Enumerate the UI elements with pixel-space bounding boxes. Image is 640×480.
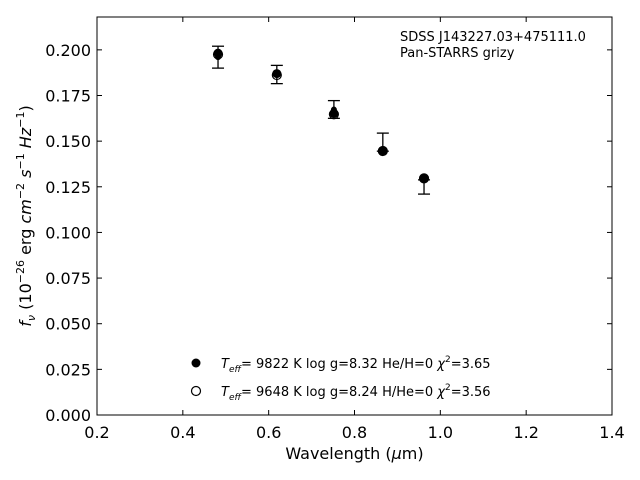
axis-ticks: 0.2 0.4 0.6 0.8 1.0 1.2 1.4 0.000 0.025 0.050 0.07… [45, 17, 625, 442]
legend-2-chi-val: =3.56 [451, 385, 491, 400]
legend-1-chi: χ [436, 357, 446, 372]
y-tick-label: 0.150 [45, 132, 91, 151]
y-label-hz: Hz [16, 127, 35, 148]
legend-1-teff: T [221, 357, 230, 372]
y-tick-label: 0.000 [45, 406, 91, 425]
y-tick-label: 0.175 [45, 87, 91, 106]
x-axis-label-rest: m) [402, 444, 424, 463]
model-point-open [212, 49, 224, 60]
y-label-f: f [16, 319, 35, 327]
y-label-f-sub: ν [25, 315, 38, 321]
legend-2-params: = 9648 K log g=8.24 H/He=0 [241, 385, 437, 400]
legend-1-params: = 9822 K log g=8.32 He/H=0 [241, 357, 437, 372]
annotation-survey: Pan-STARRS grizy [400, 46, 515, 61]
y-label-cm: cm [16, 199, 35, 223]
model-point-open [271, 69, 282, 81]
data-marks [212, 45, 431, 195]
y-label-exp1: −26 [14, 260, 27, 283]
legend-2-chi-exp: 2 [445, 383, 451, 393]
y-label-part1: (10 [16, 283, 35, 315]
legend-1-chi-val: =3.65 [451, 357, 491, 372]
legend-2-chi: χ [436, 385, 446, 400]
y-tick-label: 0.100 [45, 223, 91, 242]
x-tick-label: 1.4 [599, 423, 624, 442]
model-point-open [377, 145, 388, 157]
x-tick-label: 0.8 [342, 423, 367, 442]
model-point-filled [419, 174, 429, 184]
model-point-open [418, 173, 430, 184]
legend-marker-filled [191, 358, 201, 368]
plot-frame [96, 16, 613, 416]
legend-1-teff-sub: eff [229, 365, 243, 375]
x-tick-label: 1.0 [428, 423, 453, 442]
y-label-exp4: −1 [14, 112, 27, 128]
y-label-close: ) [16, 105, 35, 111]
x-tick-label: 1.2 [513, 423, 538, 442]
legend-marker-open [190, 385, 202, 397]
y-label-part2: erg [16, 224, 35, 260]
annotation-object-name: SDSS J143227.03+475111.0 [400, 30, 586, 45]
y-tick-label: 0.050 [45, 315, 91, 334]
x-tick-label: 0.4 [170, 423, 195, 442]
legend-2-teff: T [221, 385, 230, 400]
y-label-exp2: −2 [14, 183, 27, 199]
legend-label-1: Teff= 9822 K log g=8.32 He/H=0 χ2=3.65 [221, 355, 491, 375]
x-tick-label: 0.2 [84, 423, 109, 442]
legend-2-teff-sub: eff [229, 393, 243, 403]
y-tick-label: 0.075 [45, 269, 91, 288]
x-axis-label-main: Wavelength ( [285, 444, 391, 463]
model-point-open [328, 109, 339, 120]
y-tick-label: 0.025 [45, 360, 91, 379]
x-axis-label: Wavelength (μm) [285, 444, 423, 463]
y-tick-label: 0.125 [45, 178, 91, 197]
y-tick-label: 0.200 [45, 41, 91, 60]
x-tick-label: 0.6 [256, 423, 281, 442]
legend-1-chi-exp: 2 [445, 355, 451, 365]
y-label-exp3: −1 [14, 153, 27, 169]
legend: Teff= 9822 K log g=8.32 He/H=0 χ2=3.65 T… [190, 355, 491, 403]
model-point-filled [329, 108, 339, 118]
y-axis-label: fν (10−26 erg cm−2 s−1 Hz−1) [14, 105, 38, 326]
y-label-s: s [16, 170, 35, 178]
legend-label-2: Teff= 9648 K log g=8.24 H/He=0 χ2=3.56 [221, 383, 491, 403]
model-point-filled [378, 146, 388, 156]
x-axis-label-greek: μ [391, 444, 402, 463]
